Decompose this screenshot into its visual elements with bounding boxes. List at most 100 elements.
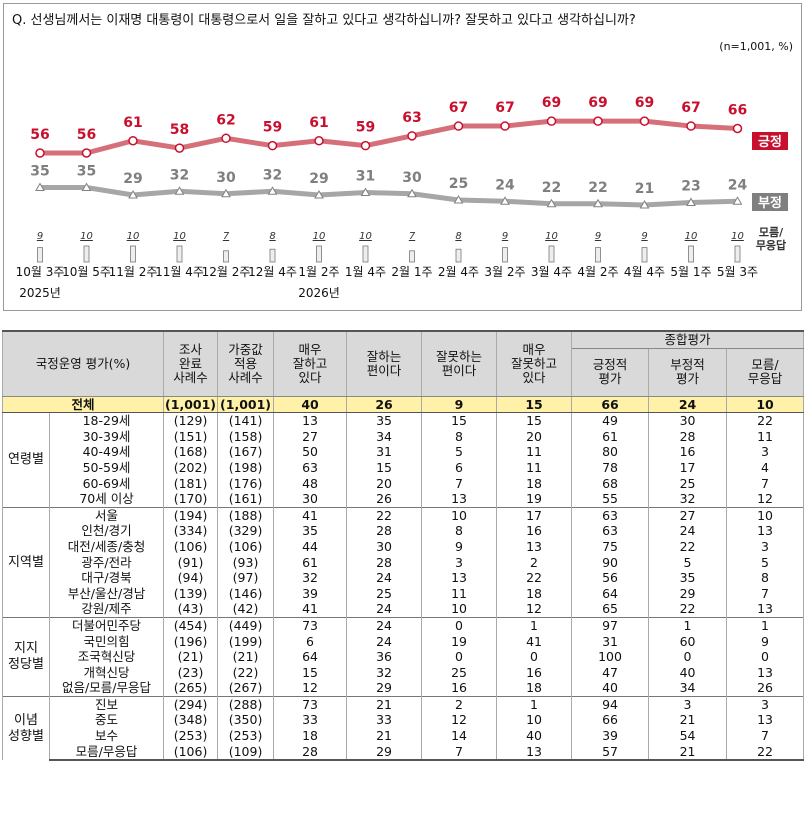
table-cell: 16	[648, 444, 728, 460]
table-row: 보수 (253) (253) 18 21 14 40 39 54 7	[3, 728, 805, 744]
negative-value-label: 22	[542, 180, 561, 196]
table-cell: 10	[726, 506, 805, 524]
trend-chart-panel: Q. 선생님께서는 이재명 대통령이 대통령으로서 일을 잘하고 있다고 생각하…	[3, 3, 802, 311]
table-cell: 17	[648, 459, 728, 476]
table-cell: 56	[571, 570, 650, 586]
table-cell: 22	[726, 743, 805, 762]
year-label: 2025년	[19, 286, 61, 300]
table-row: 대전/세종/충청 (106) (106) 44 30 9 13 75 22 3	[3, 538, 805, 555]
table-cell: 18	[496, 475, 573, 492]
dk-bar	[362, 245, 369, 263]
table-cell: (21)	[217, 649, 275, 665]
table-cell: (253)	[163, 728, 219, 744]
table-cell: 63	[571, 506, 650, 524]
negative-point	[639, 199, 650, 209]
table-cell: 1	[496, 616, 573, 634]
negative-point	[546, 198, 557, 208]
table-cell: 34	[346, 428, 423, 445]
negative-value-label: 23	[681, 179, 700, 195]
table-cell: 8	[421, 523, 498, 539]
positive-value-label: 61	[123, 115, 142, 131]
positive-value-label: 63	[402, 110, 421, 126]
positive-point	[174, 143, 185, 153]
table-cell: 3	[726, 695, 805, 713]
table-cell: 18	[496, 585, 573, 602]
negative-value-label: 22	[588, 180, 607, 196]
table-cell: 32	[648, 491, 728, 508]
table-cell: 3	[421, 554, 498, 571]
legend-positive-box	[752, 132, 788, 150]
dk-value-label: 9	[641, 231, 647, 242]
table-cell: 13	[726, 712, 805, 729]
table-cell: (329)	[217, 523, 275, 539]
group-label: 연령별	[2, 412, 50, 508]
legend-negative: 부정	[758, 195, 782, 211]
table-cell: 7	[421, 743, 498, 762]
table-cell: 31	[571, 633, 650, 650]
table-cell: 100	[571, 649, 650, 665]
table-cell: (106)	[163, 538, 219, 555]
table-cell: 39	[571, 728, 650, 744]
dk-value-label: 9	[37, 231, 43, 242]
positive-point	[593, 116, 603, 126]
table-cell: 40	[648, 664, 728, 681]
table-cell: 21	[648, 712, 728, 729]
positive-value-label: 67	[495, 100, 514, 116]
table-row: 50-59세 (202) (198) 63 15 6 11 78 17 4	[3, 459, 805, 476]
x-tick-label: 4월 4주	[624, 265, 665, 279]
table-cell: 73	[273, 616, 348, 634]
table-cell: 40	[273, 395, 348, 414]
table-cell: 60	[648, 633, 728, 650]
group-label: 지지 정당별	[2, 616, 50, 697]
table-row: 강원/제주 (43) (42) 41 24 10 12 65 22 13	[3, 601, 805, 618]
table-cell: 49	[571, 412, 650, 429]
table-cell: 33	[346, 712, 423, 729]
negative-value-label: 21	[635, 181, 654, 197]
table-cell: 5	[726, 554, 805, 571]
table-cell: 39	[273, 585, 348, 602]
row-label: 조국혁신당	[48, 649, 165, 665]
table-row: 광주/전라 (91) (93) 61 28 3 2 90 5 5	[3, 554, 805, 571]
table-cell: 26	[726, 680, 805, 697]
table-cell: 10	[421, 601, 498, 618]
table-cell: 2	[496, 554, 573, 571]
dk-value-label: 10	[313, 231, 326, 242]
table-cell: (139)	[163, 585, 219, 602]
negative-line	[40, 185, 738, 208]
table-cell: 26	[346, 395, 423, 414]
table-cell: 22	[648, 601, 728, 618]
table-cell: 40	[571, 680, 650, 697]
x-tick-label: 4월 2주	[577, 265, 618, 279]
table-cell: 80	[571, 444, 650, 460]
table-cell: 78	[571, 459, 650, 476]
table-cell: (97)	[217, 570, 275, 586]
table-cell: 41	[496, 633, 573, 650]
positive-point	[128, 136, 138, 146]
table-cell: 8	[726, 570, 805, 586]
table-cell: (181)	[163, 475, 219, 492]
table-cell: (253)	[217, 728, 275, 744]
table-cell: 25	[421, 664, 498, 681]
table-cell: 20	[346, 475, 423, 492]
table-cell: 31	[346, 444, 423, 460]
overall-header: 종합평가	[571, 329, 805, 349]
row-label: 진보	[48, 695, 165, 713]
table-row: 부산/울산/경남 (139) (146) 39 25 11 18 64 29 7	[3, 585, 805, 602]
table-cell: 22	[346, 506, 423, 524]
legend-positive: 긍정	[758, 134, 782, 150]
table-cell: 11	[726, 428, 805, 445]
table-cell: 66	[571, 712, 650, 729]
table-cell: 10	[421, 506, 498, 524]
table-row: 대구/경북 (94) (97) 32 24 13 22 56 35 8	[3, 570, 805, 586]
very-bad-header: 매우 잘못하고 있다	[496, 329, 573, 397]
positive-value-label: 59	[263, 120, 282, 136]
x-tick-label: 2월 1주	[391, 265, 432, 279]
table-cell: 5	[648, 554, 728, 571]
negative-value-label: 30	[402, 170, 422, 186]
table-cell: 6	[273, 633, 348, 650]
table-cell: 3	[726, 538, 805, 555]
dk-bar	[269, 248, 276, 263]
negative-header: 부정적 평가	[648, 348, 728, 397]
row-label: 광주/전라	[48, 554, 165, 571]
row-label: 60-69세	[48, 475, 165, 492]
